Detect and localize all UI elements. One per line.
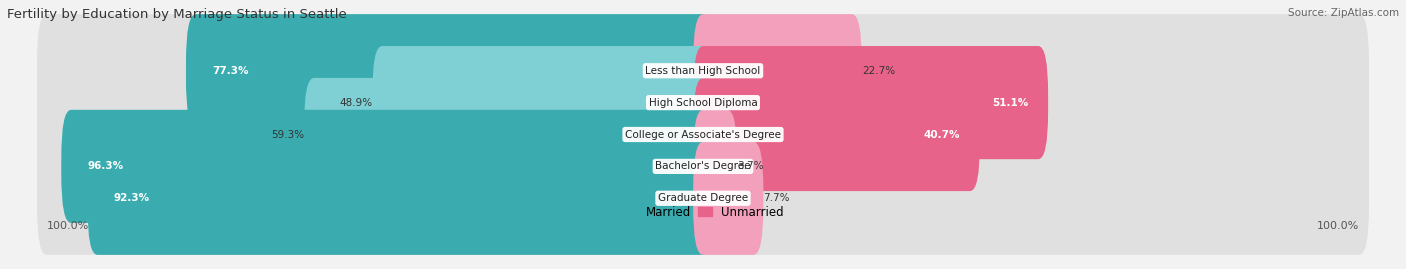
FancyBboxPatch shape	[693, 46, 1047, 159]
Text: 3.7%: 3.7%	[737, 161, 763, 171]
FancyBboxPatch shape	[693, 110, 1369, 223]
FancyBboxPatch shape	[373, 46, 713, 159]
FancyBboxPatch shape	[37, 110, 713, 223]
Text: College or Associate's Degree: College or Associate's Degree	[626, 129, 780, 140]
FancyBboxPatch shape	[693, 142, 1369, 255]
Text: 51.1%: 51.1%	[993, 98, 1028, 108]
Text: Source: ZipAtlas.com: Source: ZipAtlas.com	[1288, 8, 1399, 18]
FancyBboxPatch shape	[693, 78, 980, 191]
Text: High School Diploma: High School Diploma	[648, 98, 758, 108]
Text: Bachelor's Degree: Bachelor's Degree	[655, 161, 751, 171]
FancyBboxPatch shape	[37, 142, 713, 255]
FancyBboxPatch shape	[62, 110, 713, 223]
Text: Fertility by Education by Marriage Status in Seattle: Fertility by Education by Marriage Statu…	[7, 8, 347, 21]
FancyBboxPatch shape	[693, 14, 862, 127]
Text: 59.3%: 59.3%	[271, 129, 304, 140]
Text: 77.3%: 77.3%	[212, 66, 249, 76]
Text: 92.3%: 92.3%	[114, 193, 150, 203]
Text: 7.7%: 7.7%	[763, 193, 790, 203]
FancyBboxPatch shape	[693, 78, 1369, 191]
FancyBboxPatch shape	[186, 14, 713, 127]
FancyBboxPatch shape	[87, 142, 713, 255]
FancyBboxPatch shape	[693, 110, 737, 223]
FancyBboxPatch shape	[693, 142, 763, 255]
Text: Less than High School: Less than High School	[645, 66, 761, 76]
Text: 40.7%: 40.7%	[924, 129, 960, 140]
FancyBboxPatch shape	[37, 78, 713, 191]
FancyBboxPatch shape	[693, 14, 1369, 127]
Text: 22.7%: 22.7%	[862, 66, 894, 76]
Text: 48.9%: 48.9%	[339, 98, 373, 108]
Text: 100.0%: 100.0%	[1317, 221, 1360, 231]
Text: Graduate Degree: Graduate Degree	[658, 193, 748, 203]
FancyBboxPatch shape	[37, 14, 713, 127]
FancyBboxPatch shape	[304, 78, 713, 191]
FancyBboxPatch shape	[693, 46, 1369, 159]
Text: 96.3%: 96.3%	[87, 161, 124, 171]
Text: 100.0%: 100.0%	[46, 221, 89, 231]
Legend: Married, Unmarried: Married, Unmarried	[617, 201, 789, 223]
FancyBboxPatch shape	[37, 46, 713, 159]
